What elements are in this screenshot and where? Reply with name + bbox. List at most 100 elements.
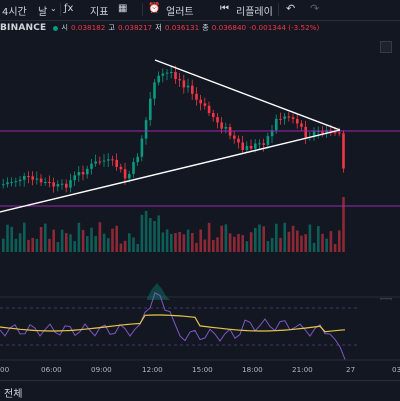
top-toolbar: 4시간 날 ⌄ ƒx 지표 ▦ ⏰ 얼러트 ⏮ 리플레이 ↶ ↷ <box>0 0 400 21</box>
time-tick: 00 <box>0 365 10 374</box>
volume-bar <box>212 239 215 252</box>
candle-body <box>10 182 13 184</box>
rsi-line <box>0 292 346 360</box>
volume-bar <box>31 237 34 252</box>
volume-bar <box>224 224 228 252</box>
candle-body <box>279 118 282 120</box>
time-tick: 03 <box>392 365 400 374</box>
range-all-button[interactable]: 전체 <box>4 389 23 400</box>
candle-body <box>69 180 72 188</box>
volume-bar <box>165 229 169 252</box>
replay-icon[interactable]: ⏮ <box>220 3 229 14</box>
volume-bar <box>333 243 337 252</box>
candle-body <box>44 182 47 184</box>
volume-bar <box>300 235 303 252</box>
collapse-legend-button[interactable] <box>380 41 392 53</box>
candle-body <box>266 136 270 145</box>
low-value: 0.036131 <box>164 23 200 32</box>
replay-button[interactable]: 리플레이 <box>236 7 273 18</box>
volume-bar <box>283 222 286 252</box>
candle-body <box>220 122 223 129</box>
candle-body <box>149 98 152 121</box>
volume-bar <box>291 225 295 252</box>
volume-bar <box>329 231 333 252</box>
candle-body <box>48 182 51 184</box>
time-tick: 27 <box>346 365 356 374</box>
volume-bar <box>39 226 43 252</box>
volume-bar <box>23 222 26 252</box>
toolbar-divider <box>142 3 143 16</box>
candle-body <box>262 143 265 145</box>
candle-body <box>291 117 295 119</box>
volume-bar <box>119 243 123 252</box>
volume-bar <box>178 232 181 252</box>
candle-body <box>174 71 177 80</box>
exchange-label: BINANCE <box>0 23 47 33</box>
volume-bar <box>111 228 114 252</box>
volume-bar <box>52 229 55 252</box>
alerts-button[interactable]: 얼러트 <box>166 7 194 18</box>
chevron-down-icon[interactable]: ⌄ <box>50 4 57 13</box>
volume-bar <box>136 243 139 252</box>
indicators-button[interactable]: 지표 <box>90 7 109 18</box>
candle-body <box>140 138 144 157</box>
volume-bar <box>60 229 64 252</box>
candle-body <box>56 184 60 187</box>
indicators-icon[interactable]: ƒx <box>64 3 74 14</box>
volume-bar <box>56 242 60 252</box>
candle-body <box>73 175 76 181</box>
candle-body <box>333 132 337 134</box>
volume-bar <box>203 239 207 252</box>
candle-body <box>90 163 93 169</box>
volume-bar <box>77 222 81 252</box>
volume-bars-group <box>2 197 345 252</box>
volume-bar <box>245 241 249 252</box>
interval-button[interactable]: 4시간 <box>2 7 27 18</box>
candle-body <box>186 85 190 88</box>
open-value: 0.038182 <box>71 23 106 32</box>
candle-body <box>207 105 211 114</box>
layout-icon[interactable]: ▦ <box>118 3 128 14</box>
ascending-trendline <box>0 129 341 213</box>
volume-bar <box>86 236 89 252</box>
volume-bar <box>73 241 76 252</box>
candle-body <box>325 130 328 134</box>
volume-bar <box>199 229 202 252</box>
volume-bar <box>170 233 173 252</box>
volume-bar <box>258 224 261 252</box>
candle-body <box>199 99 202 104</box>
volume-bar <box>2 238 5 252</box>
open-label: 시 <box>61 23 69 32</box>
volume-bar <box>195 242 198 252</box>
volume-bar <box>266 241 270 252</box>
volume-bar <box>65 233 68 252</box>
day-button[interactable]: 날 <box>38 7 48 18</box>
candle-body <box>60 183 64 185</box>
bottom-bar: 전체 <box>0 380 400 401</box>
candle-body <box>52 182 55 187</box>
candle-body <box>123 169 127 179</box>
redo-icon[interactable]: ↷ <box>310 2 320 15</box>
volume-bar <box>153 220 156 252</box>
volume-bar <box>312 242 316 252</box>
candle-body <box>144 120 148 139</box>
alert-clock-icon[interactable]: ⏰ <box>148 3 161 14</box>
volume-bar <box>48 238 51 252</box>
candle-body <box>233 135 236 139</box>
volume-bar <box>6 224 9 252</box>
volume-bar <box>325 238 328 252</box>
candle-body <box>102 160 106 162</box>
candle-body <box>128 173 131 179</box>
candle-body <box>65 183 68 188</box>
candle-body <box>161 73 165 76</box>
volume-bar <box>140 214 144 252</box>
rsi-overbought-fill <box>147 283 170 300</box>
candle-body <box>283 116 286 119</box>
volume-bar <box>241 235 244 252</box>
undo-icon[interactable]: ↶ <box>286 2 296 15</box>
volume-bar <box>262 226 265 252</box>
time-tick: 06:00 <box>41 365 62 374</box>
candle-body <box>312 131 316 137</box>
candle-body <box>86 168 89 175</box>
